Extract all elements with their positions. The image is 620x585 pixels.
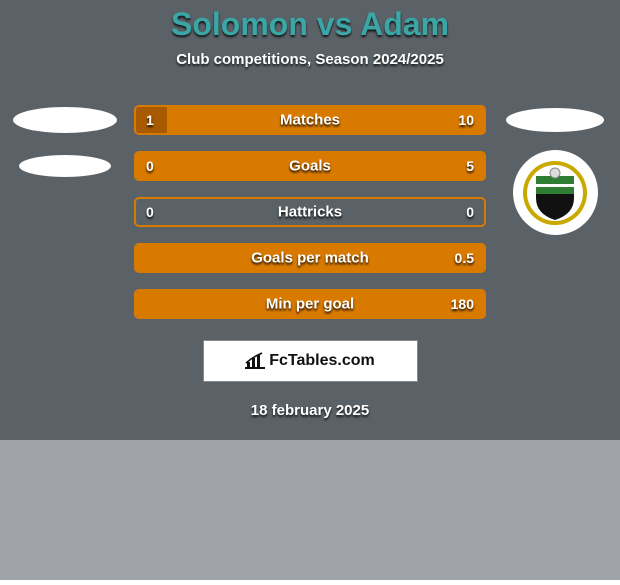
stat-value-left: 0 — [146, 158, 154, 174]
left-badge-slot — [10, 104, 120, 136]
stat-label: Goals per match — [251, 250, 369, 267]
stat-value-right: 10 — [458, 112, 474, 128]
bg-bottom-rect — [0, 440, 620, 580]
player-badge-ellipse — [19, 155, 111, 177]
stat-label: Matches — [280, 112, 340, 129]
brand-chart-icon — [245, 352, 265, 370]
stat-bar: 0 5 Goals — [134, 151, 486, 181]
stat-row: 0 0 Hattricks — [0, 196, 620, 228]
brand-inner: FcTables.com — [245, 352, 375, 370]
stat-label: Goals — [289, 158, 331, 175]
player-badge-ellipse — [13, 107, 117, 133]
subtitle: Club competitions, Season 2024/2025 — [0, 51, 620, 68]
player-badge-ellipse — [506, 108, 604, 132]
page-title: Solomon vs Adam — [0, 6, 620, 43]
stat-value-right: 5 — [466, 158, 474, 174]
stats-rows: 1 10 Matches 0 5 Goals 0 0 Hattricks 0.5 Goals pe… — [0, 104, 620, 320]
stat-bar: 0.5 Goals per match — [134, 243, 486, 273]
stat-label: Min per goal — [266, 296, 354, 313]
stat-bar: 1 10 Matches — [134, 105, 486, 135]
left-badge-slot — [10, 288, 120, 320]
stat-value-right: 0.5 — [455, 250, 474, 266]
brand-text: FcTables.com — [269, 352, 375, 370]
stat-value-left: 0 — [146, 204, 154, 220]
stat-row: 0.5 Goals per match — [0, 242, 620, 274]
stat-label: Hattricks — [278, 204, 342, 221]
right-badge-slot — [500, 196, 610, 228]
stat-row: 0 5 Goals — [0, 150, 620, 182]
left-badge-slot — [10, 242, 120, 274]
right-badge-slot — [500, 104, 610, 136]
right-badge-slot — [500, 150, 610, 182]
left-badge-slot — [10, 196, 120, 228]
brand-box[interactable]: FcTables.com — [203, 340, 418, 382]
stat-bar: 0 0 Hattricks — [134, 197, 486, 227]
stat-value-left: 1 — [146, 112, 154, 128]
left-badge-slot — [10, 150, 120, 182]
content: Solomon vs Adam Club competitions, Seaso… — [0, 0, 620, 419]
right-badge-slot — [500, 288, 610, 320]
right-badge-slot — [500, 242, 610, 274]
stat-value-right: 180 — [451, 296, 474, 312]
stat-row: 180 Min per goal — [0, 288, 620, 320]
stat-value-right: 0 — [466, 204, 474, 220]
date-text: 18 february 2025 — [0, 402, 620, 419]
stat-row: 1 10 Matches — [0, 104, 620, 136]
stat-bar: 180 Min per goal — [134, 289, 486, 319]
